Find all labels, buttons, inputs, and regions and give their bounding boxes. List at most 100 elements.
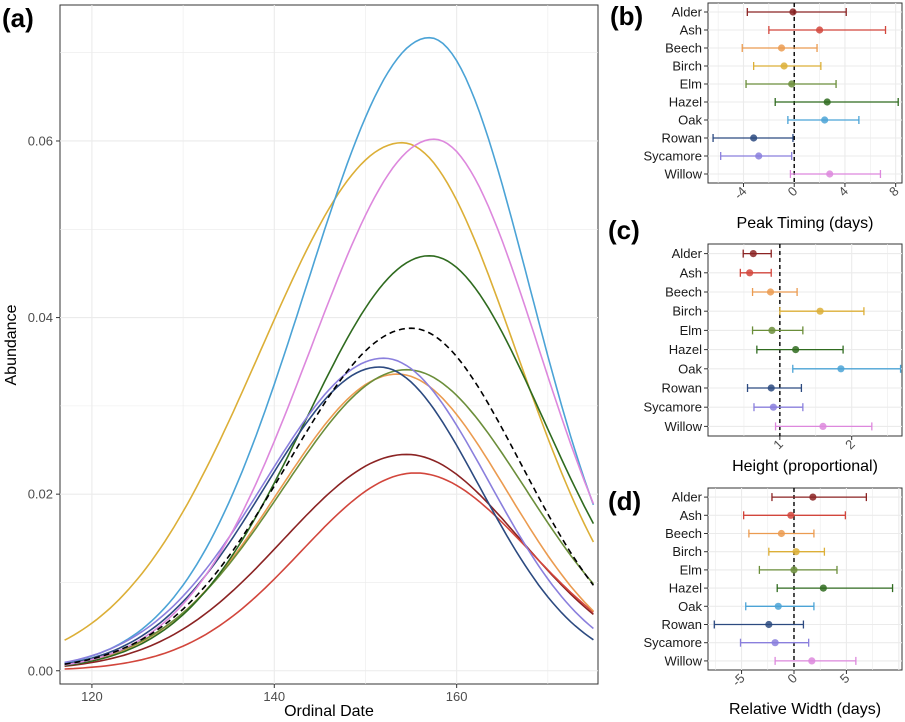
panel-b-point-willow [826,170,834,178]
panel-b-category-label-ash: Ash [680,23,702,38]
panel-d-point-elm [790,566,798,574]
panel-c-point-birch [816,307,824,315]
panel-a-y-ticks: 0.00 0.02 0.04 0.06 [28,133,60,678]
panel-c-category-label-elm: Elm [680,323,702,338]
panel-b-x-tick-label: 8 [886,184,902,200]
panel-c-category-label-birch: Birch [672,304,702,319]
panel-c-point-hazel [792,346,800,354]
panel-label-d: (d) [608,486,641,516]
panel-d-category-label-alder: Alder [672,490,703,505]
panel-c-category-label-rowan: Rowan [662,381,702,396]
panel-d-category-label-hazel: Hazel [669,581,702,596]
panel-d-point-beech [777,529,786,538]
panel-a-plot-area [59,4,599,685]
series-line-elm [64,368,595,666]
panel-b-x-tick-label: 0 [785,184,801,200]
panel-d-point-oak [774,602,782,610]
panel-b-category-label-oak: Oak [678,113,702,128]
panel-d-point-ash [787,511,795,519]
panel-d-point-rowan [765,620,773,629]
panel-d-category-label-ash: Ash [680,508,702,523]
panel-b-category-label-willow: Willow [664,167,702,182]
panel-b-point-alder [789,8,797,16]
series-line-rowan [64,366,594,665]
panel-c-x-tick-label: 2 [842,437,858,453]
panel-d-x-tick-label: 0 [784,671,800,687]
panel-d-point-alder [809,493,817,501]
panel-d-category-label-beech: Beech [665,526,702,541]
series-line-ash [64,472,594,670]
panel-d-category-label-willow: Willow [664,653,702,668]
panel-b-category-label-beech: Beech [665,41,702,56]
panel-c-height: Alder Ash Beech Birch Elm Hazel Oak Rowan Sycamo… [643,243,903,475]
panel-b-x-axis-title: Peak Timing (days) [737,215,874,232]
panel-c-category-label-hazel: Hazel [669,342,702,357]
panel-c-category-label-willow: Willow [664,419,702,434]
panel-b-point-hazel [823,98,831,106]
panel-a-y-tick-label: 0.06 [28,133,53,148]
panel-c-point-willow [819,422,827,430]
series-line-oak [64,36,595,664]
panel-a-y-tick-label: 0.04 [28,310,53,325]
panel-d-content: Alder Ash Beech Birch Elm Hazel Oak Rowan Sycamo… [643,488,902,689]
panel-a-x-ticks: 120 140 160 [81,684,468,704]
panel-b-category-label-hazel: Hazel [669,95,702,110]
panel-b-category-label-rowan: Rowan [662,131,702,146]
panel-c-point-alder [749,250,757,258]
panel-c-point-ash [746,269,754,277]
panel-d-relative-width: Alder Ash Beech Birch Elm Hazel Oak Rowan Sycamo… [643,487,903,718]
panel-a-gridlines [60,5,598,684]
panel-b-plot-area [707,2,903,184]
series-line-mean [64,327,595,665]
panel-c-x-axis-title: Height (proportional) [732,458,878,475]
panel-d-category-label-sycamore: Sycamore [643,635,702,650]
series-line-hazel [64,254,595,667]
series-line-birch [64,141,595,641]
panel-d-point-hazel [819,584,827,592]
panel-c-category-label-sycamore: Sycamore [643,400,702,415]
panel-a-line-chart: 120 140 160 0.000.020.040.06 Ordinal Date … [3,4,599,720]
panel-b-category-label-elm: Elm [680,77,702,92]
panel-a-y-tick-label: 0.02 [28,487,53,502]
panel-c-category-label-ash: Ash [680,265,702,280]
panel-d-x-tick-label: 5 [837,671,853,687]
panel-c-content: Alder Ash Beech Birch Elm Hazel Oak Rowan Sycamo… [643,244,902,452]
panel-a-y-axis-title: Abundance [3,304,20,385]
panel-a-x-tick-label: 160 [446,689,468,704]
panel-b-point-sycamore [755,152,763,160]
panel-a-x-axis-title: Ordinal Date [284,703,374,720]
panel-d-category-label-birch: Birch [672,544,702,559]
panel-a-series-lines [64,36,595,670]
panel-c-category-label-oak: Oak [678,361,702,376]
series-line-sycamore [64,357,594,664]
panel-b-point-ash [815,26,824,34]
panel-b-point-birch [780,62,788,70]
panel-c-point-oak [837,365,845,373]
panel-c-x-tick-label: 1 [770,437,786,453]
panel-c-point-beech [766,288,775,296]
panel-b-category-label-alder: Alder [672,5,703,20]
panel-b-point-elm [788,80,796,88]
panel-c-category-label-alder: Alder [672,246,703,261]
panel-d-point-sycamore [771,639,779,647]
panel-d-point-birch [792,548,800,556]
panel-a-y-tick-label: 0.00 [28,663,53,678]
panel-b-point-rowan [750,134,758,142]
panel-d-x-axis-title: Relative Width (days) [729,701,881,718]
panel-d-category-label-rowan: Rowan [662,617,702,632]
panel-label-c: (c) [608,215,640,245]
panel-b-x-tick-label: 4 [835,184,851,200]
series-line-willow [64,138,595,666]
panel-d-category-label-elm: Elm [680,562,702,577]
panel-c-point-sycamore [769,403,777,411]
panel-d-point-willow [808,657,816,665]
panel-d-x-tick-label: -5 [729,671,748,690]
panel-b-category-label-sycamore: Sycamore [643,149,702,164]
panel-b-point-beech [777,44,786,52]
panel-label-a: (a) [2,3,34,33]
panel-a-x-tick-label: 140 [263,689,285,704]
panel-b-peak-timing: Alder Ash Beech Birch Elm Hazel Oak Rowan Sycamo… [643,2,903,232]
panel-a-x-tick-label: 120 [81,689,103,704]
panel-c-point-elm [768,326,776,334]
